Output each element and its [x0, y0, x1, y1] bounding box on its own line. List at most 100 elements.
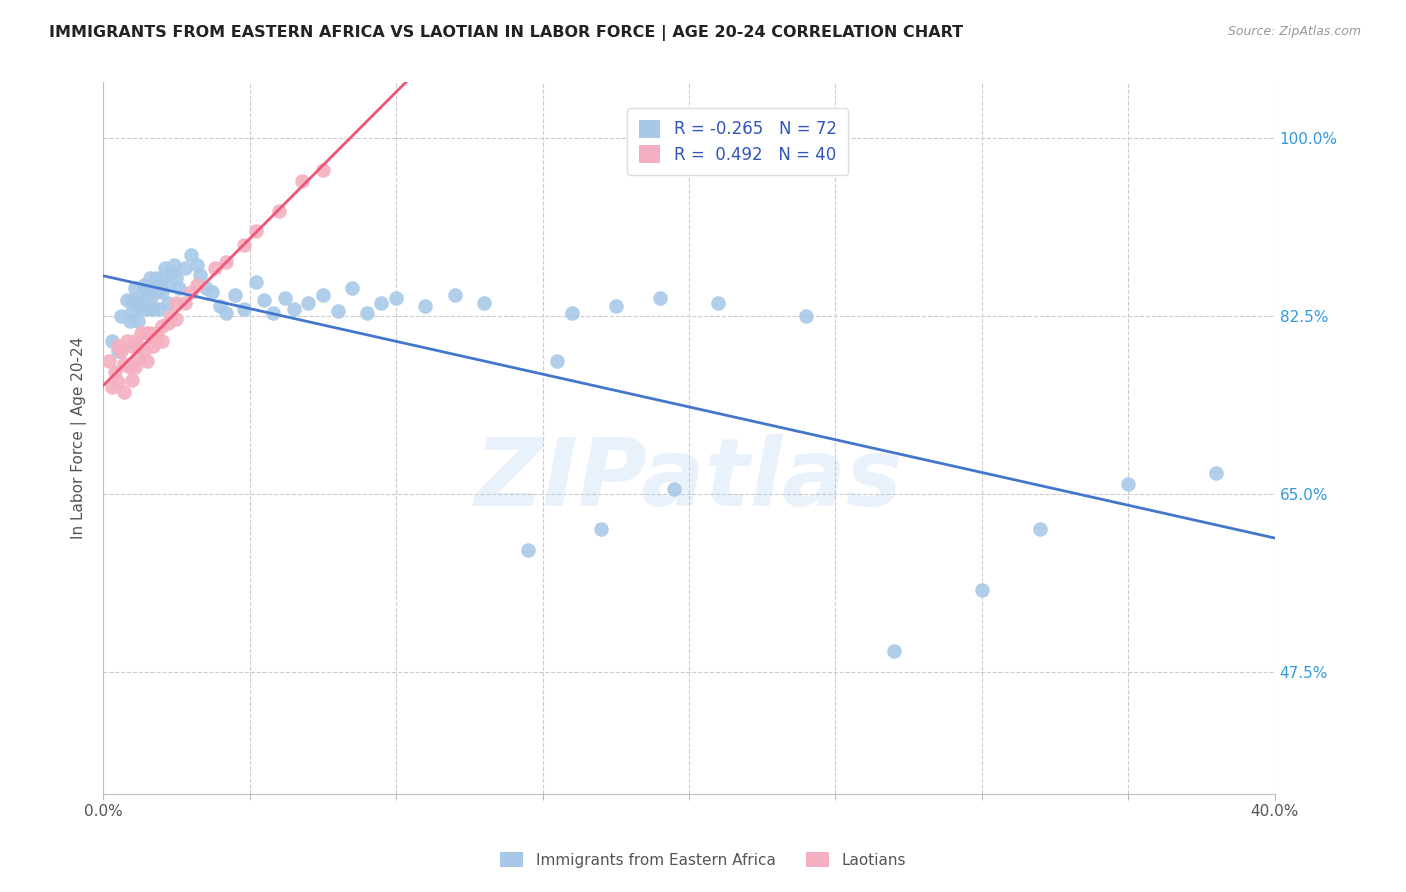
Point — [124, 359, 146, 374]
Point — [150, 318, 173, 333]
Point — [145, 271, 167, 285]
Point — [1116, 476, 1139, 491]
Point — [245, 275, 267, 289]
Point — [232, 301, 254, 316]
Point — [356, 306, 378, 320]
Point — [312, 288, 335, 302]
Point — [215, 306, 238, 320]
Point — [127, 352, 149, 367]
Point — [156, 316, 179, 330]
Point — [253, 293, 276, 308]
Point — [127, 314, 149, 328]
Point — [142, 301, 165, 316]
Point — [648, 292, 671, 306]
Point — [104, 365, 127, 379]
Point — [186, 258, 208, 272]
Point — [136, 285, 159, 300]
Point — [274, 292, 297, 306]
Point — [136, 354, 159, 368]
Point — [150, 285, 173, 300]
Point — [112, 384, 135, 399]
Point — [145, 334, 167, 348]
Legend: Immigrants from Eastern Africa, Laotians: Immigrants from Eastern Africa, Laotians — [495, 846, 911, 873]
Point — [605, 299, 627, 313]
Point — [262, 306, 284, 320]
Point — [136, 326, 159, 340]
Point — [664, 482, 686, 496]
Point — [142, 339, 165, 353]
Point — [139, 271, 162, 285]
Point — [98, 354, 121, 368]
Point — [297, 295, 319, 310]
Point — [101, 334, 124, 348]
Point — [129, 289, 152, 303]
Point — [794, 309, 817, 323]
Point — [169, 281, 191, 295]
Legend: R = -0.265   N = 72, R =  0.492   N = 40: R = -0.265 N = 72, R = 0.492 N = 40 — [627, 108, 848, 176]
Point — [139, 326, 162, 340]
Point — [516, 542, 538, 557]
Point — [129, 326, 152, 340]
Point — [165, 311, 187, 326]
Point — [245, 224, 267, 238]
Point — [142, 278, 165, 293]
Point — [112, 357, 135, 371]
Point — [159, 309, 181, 323]
Point — [174, 295, 197, 310]
Point — [472, 295, 495, 310]
Point — [148, 301, 170, 316]
Point — [153, 260, 176, 275]
Point — [115, 293, 138, 308]
Point — [150, 334, 173, 348]
Point — [224, 288, 246, 302]
Point — [267, 204, 290, 219]
Point — [1029, 522, 1052, 536]
Point — [340, 281, 363, 295]
Point — [180, 248, 202, 262]
Point — [591, 522, 613, 536]
Point — [162, 258, 184, 272]
Point — [134, 295, 156, 310]
Point — [124, 334, 146, 348]
Point — [127, 295, 149, 310]
Text: Source: ZipAtlas.com: Source: ZipAtlas.com — [1227, 25, 1361, 38]
Point — [970, 583, 993, 598]
Point — [156, 295, 179, 310]
Point — [188, 268, 211, 282]
Point — [156, 278, 179, 293]
Point — [121, 303, 143, 318]
Point — [124, 281, 146, 295]
Point — [883, 644, 905, 658]
Point — [215, 255, 238, 269]
Point — [118, 314, 141, 328]
Point — [180, 285, 202, 300]
Point — [115, 334, 138, 348]
Point — [107, 339, 129, 353]
Point — [443, 288, 465, 302]
Point — [129, 301, 152, 316]
Point — [707, 295, 730, 310]
Point — [134, 278, 156, 293]
Point — [194, 281, 217, 295]
Point — [291, 173, 314, 187]
Text: ZIPatlas: ZIPatlas — [475, 434, 903, 526]
Point — [121, 373, 143, 387]
Point — [561, 306, 583, 320]
Text: IMMIGRANTS FROM EASTERN AFRICA VS LAOTIAN IN LABOR FORCE | AGE 20-24 CORRELATION: IMMIGRANTS FROM EASTERN AFRICA VS LAOTIA… — [49, 25, 963, 41]
Point — [326, 303, 349, 318]
Point — [232, 237, 254, 252]
Point — [127, 339, 149, 353]
Point — [148, 281, 170, 295]
Point — [136, 301, 159, 316]
Point — [118, 359, 141, 374]
Point — [110, 344, 132, 359]
Point — [110, 309, 132, 323]
Point — [145, 285, 167, 300]
Point — [186, 278, 208, 293]
Point — [107, 344, 129, 359]
Point — [385, 292, 408, 306]
Point — [546, 354, 568, 368]
Point — [200, 285, 222, 300]
Point — [134, 344, 156, 359]
Point — [121, 293, 143, 308]
